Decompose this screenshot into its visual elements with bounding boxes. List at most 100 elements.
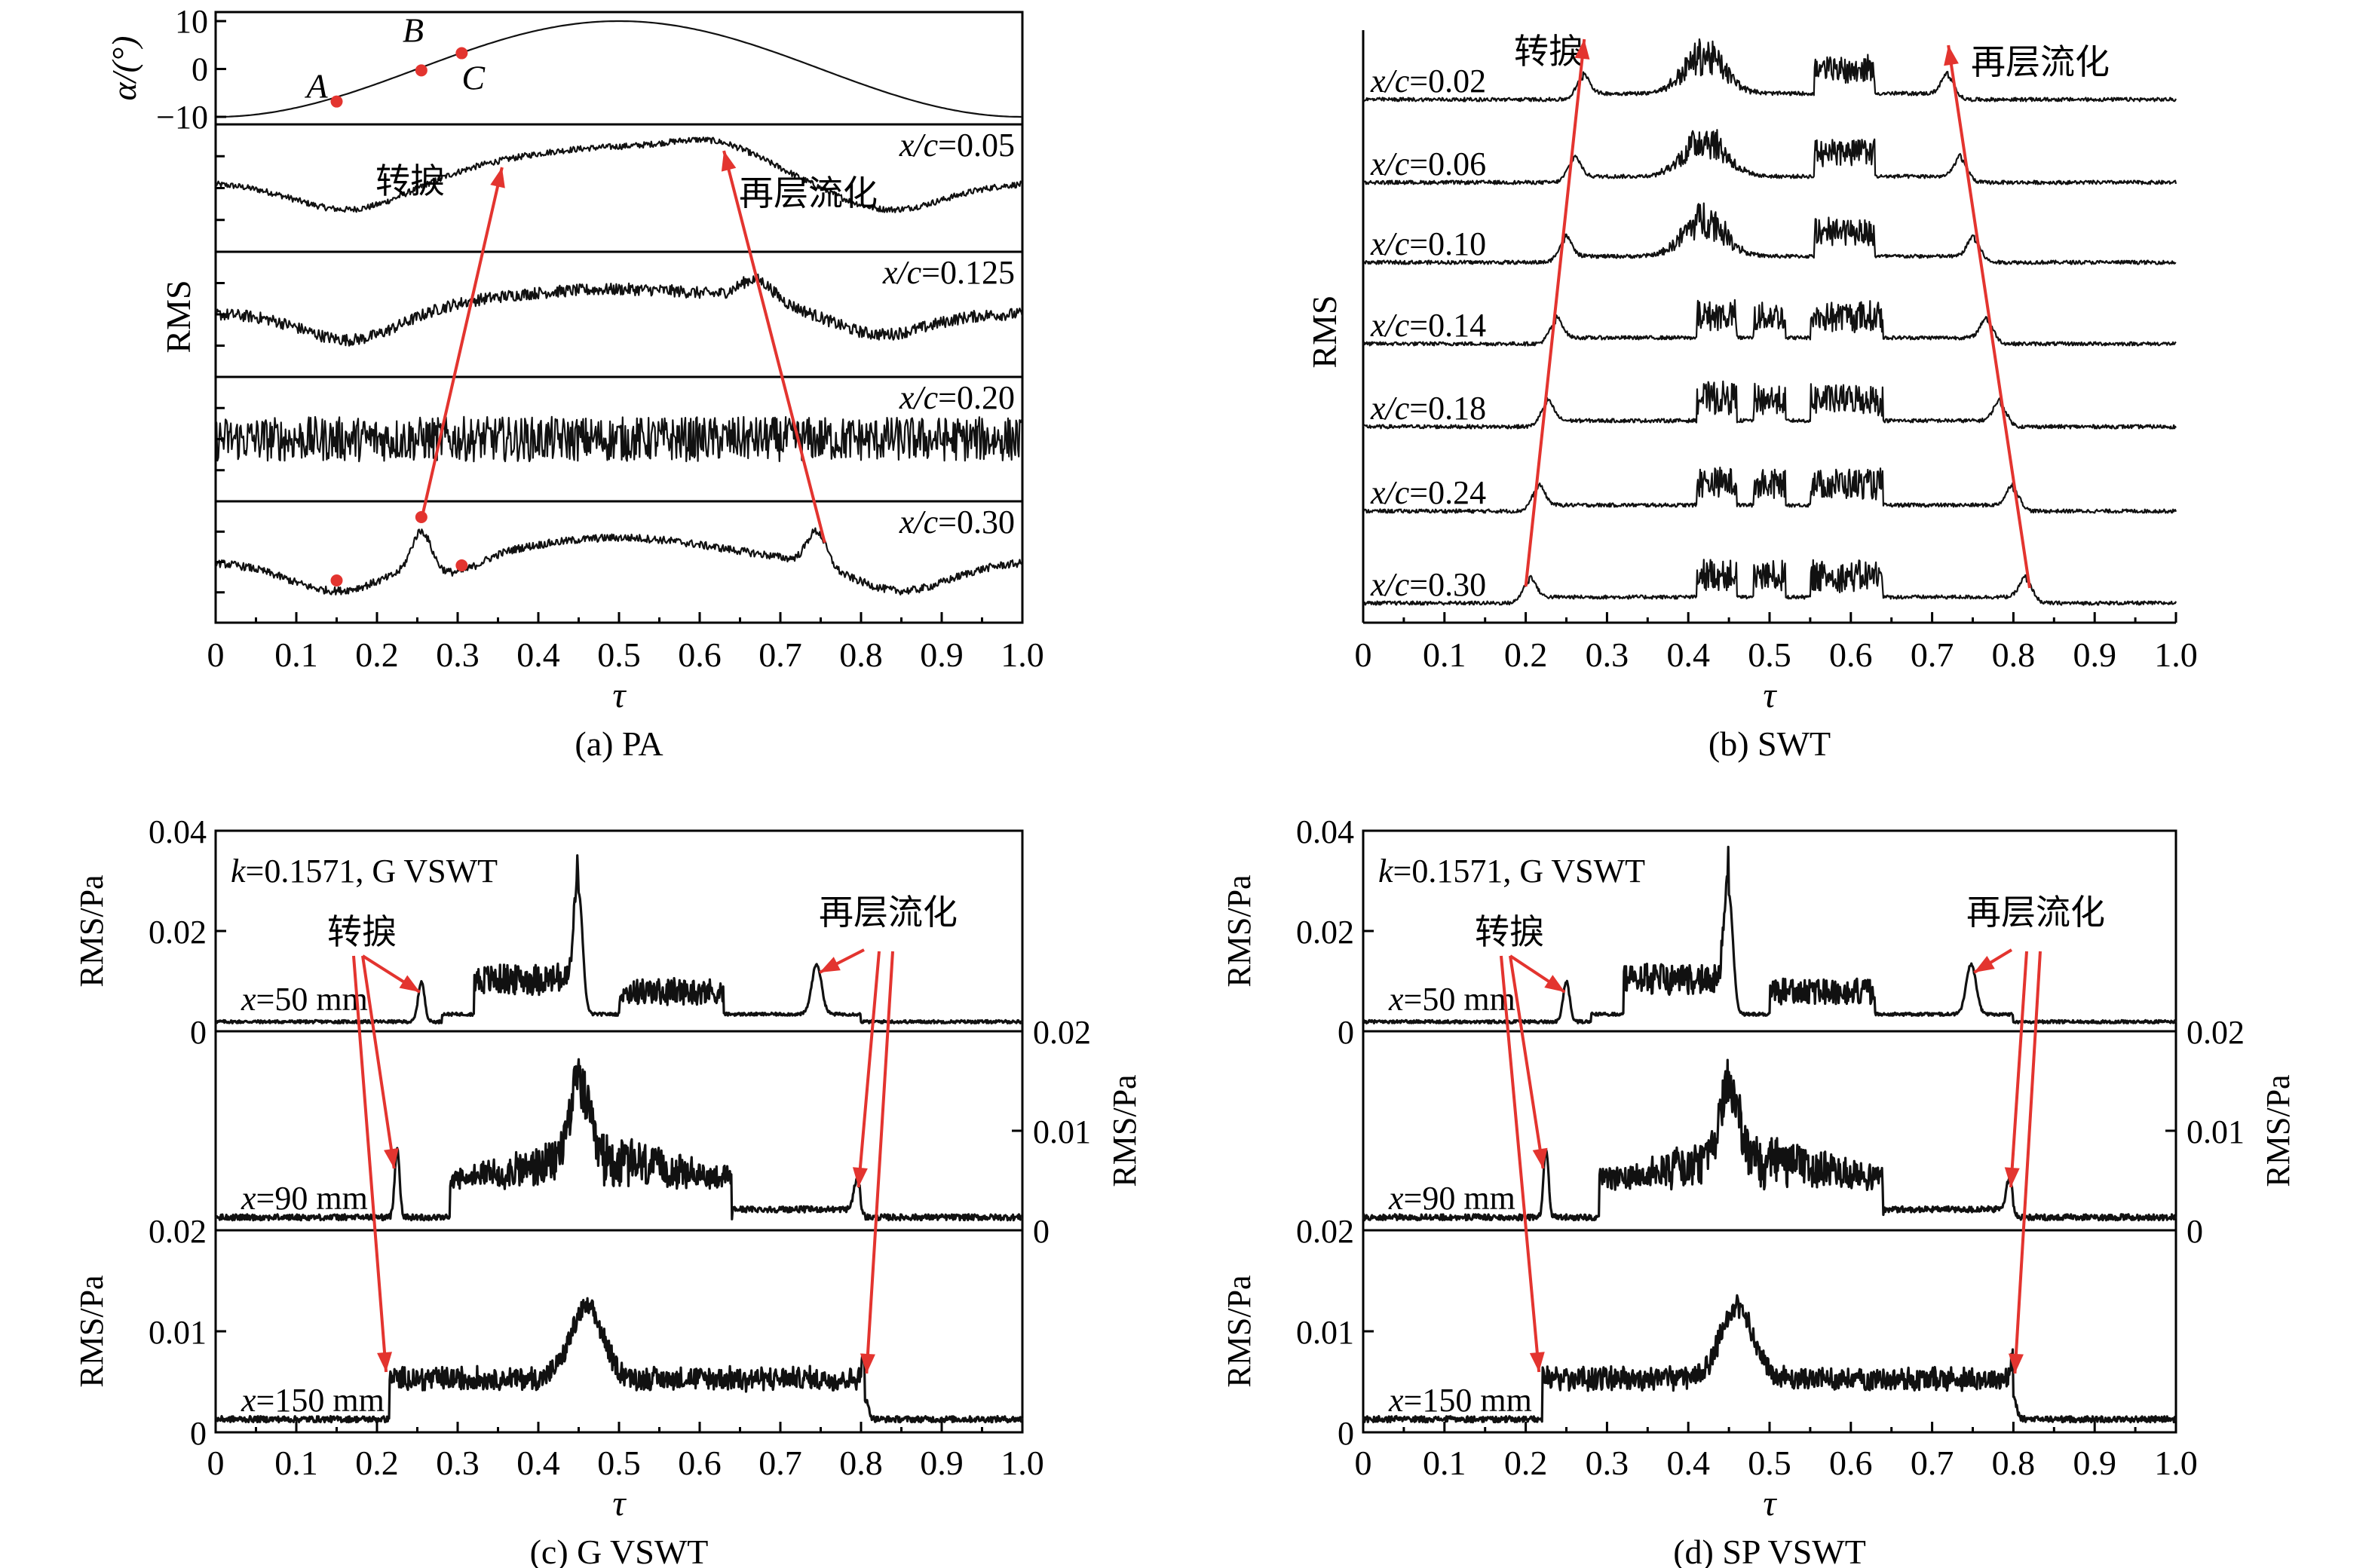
x-tick-label: 0.3 [1586,635,1629,674]
y-tick-label: 0.04 [1296,813,1354,850]
transition-arrow-1 [361,954,421,994]
transition-arrow-2 [361,955,399,1169]
alpha-point-label: C [461,59,486,97]
rms-trace-2 [1362,202,2177,265]
x-tick-label: 0.8 [1992,1444,2036,1482]
x-tick-label: 1.0 [1001,1444,1044,1482]
legend-text: k=0.1571, G VSWT [231,853,498,890]
x-tick-label: 0.3 [436,1444,480,1482]
subplot-label: x=50 mm [1388,981,1515,1018]
x-axis-title: τ [612,1484,627,1524]
relaminarization-label: 再层流化 [819,892,958,933]
y-tick-label: 0.01 [1033,1113,1091,1150]
y-tick-label: 0.01 [1296,1314,1354,1351]
transition-arrow-1 [1509,954,1566,994]
rms-axis-title: RMS [159,280,198,353]
y-axis-title: RMS/Pa [73,874,110,987]
relaminarization-label: 再层流化 [1966,892,2105,933]
relaminarization-arrow [721,150,826,544]
x-tick-label: 0.9 [920,635,964,674]
subplot-label: x=90 mm [241,1180,368,1217]
y-tick-label: 0 [190,1415,207,1452]
chart-caption: (c) G VSWT [530,1533,709,1568]
subplot-label: x=150 mm [1388,1382,1532,1419]
x-axis-d: 0 0.1 0.2 0.3 0.4 0.5 0.6 0.7 0.8 0.9 1.0 τ (d) SP V… [1355,1422,2198,1568]
x-tick-label: 0.8 [839,635,883,674]
x-tick-label: 0 [1355,1444,1372,1482]
x-tick-label: 0.6 [678,1444,722,1482]
trace-label: x/c=0.30 [899,504,1015,541]
x-tick-label: 0.7 [1911,1444,1954,1482]
relaminarization-arrow-3 [860,951,894,1374]
rms-trace-1 [1362,129,2177,185]
x-tick-label: 0 [207,635,225,674]
x-tick-label: 1.0 [2154,635,2198,674]
rms-trace-0 [1362,38,2177,103]
subplot-label: x=90 mm [1388,1180,1515,1217]
rms-trace-0 [214,136,1023,213]
y-tick-label: 0.02 [149,1213,207,1250]
trace-marker [330,574,343,586]
y-axis-title: RMS/Pa [1106,1074,1143,1187]
trace-label: x/c=0.06 [1370,145,1486,182]
relaminarization-arrow-2 [852,951,881,1188]
x-tick-label: 0.7 [758,1444,802,1482]
x-tick-label: 0.4 [516,635,560,674]
y-tick-label: 0.02 [1033,1014,1091,1051]
chart-d-sp-vswt: 0.04 0.02 0 x=50 mm RMS/Pa 0.02 0.01 0 x=90 mm RM… [1221,813,2297,1452]
y-tick-label: 0.02 [1296,1213,1354,1250]
relaminarization-label: 再层流化 [1971,41,2110,82]
chart-caption: (b) SWT [1708,724,1831,763]
alpha-tick-label: 10 [175,3,208,40]
transition-arrow [1524,38,1590,587]
x-tick-label: 0.3 [436,635,480,674]
y-tick-label: 0.01 [149,1314,207,1351]
x-tick-label: 0.8 [1992,635,2036,674]
x-axis-b: 0 0.1 0.2 0.3 0.4 0.5 0.6 0.7 0.8 0.9 1.0 τ (b) SWT [1355,612,2198,763]
transition-arrow-3 [352,955,392,1373]
x-tick-label: 0.5 [1748,1444,1791,1482]
y-tick-label: 0 [1033,1213,1050,1250]
x-tick-label: 0.5 [597,1444,641,1482]
x-tick-label: 0.1 [1423,635,1466,674]
x-tick-label: 0.6 [1829,635,1873,674]
rms-trace-2 [1362,1294,2177,1424]
transition-arrow-2 [1509,955,1548,1169]
y-tick-label: 0.04 [149,813,207,850]
rms-trace-6 [1362,559,2177,606]
x-tick-label: 0 [207,1444,225,1482]
trace-label: x/c=0.20 [899,379,1015,416]
y-tick-label: 0.02 [2187,1014,2245,1051]
alpha-curve [216,20,1022,118]
y-tick-label: 0 [1338,1014,1354,1051]
x-tick-label: 0.4 [1666,635,1710,674]
x-tick-label: 0.2 [1504,1444,1548,1482]
x-tick-label: 0.2 [355,635,399,674]
chart-a-pa: 10 0 −10 α/(°) A BCx/c=0.05 x/c=0.125 x/c=0.20 x… [105,3,1024,624]
rms-trace-3 [1362,299,2177,347]
trace-label: x/c=0.125 [882,254,1015,291]
x-axis-a: 0 0.1 0.2 0.3 0.4 0.5 0.6 0.7 0.8 0.9 1.0 τ (a) PA [207,612,1044,763]
x-axis-c: 0 0.1 0.2 0.3 0.4 0.5 0.6 0.7 0.8 0.9 1.0 τ (c) G VS… [207,1422,1044,1568]
transition-label: 转捩 [1475,911,1544,952]
x-tick-label: 0.6 [678,635,722,674]
trace-label: x/c=0.02 [1370,63,1486,100]
alpha-point-A [330,95,343,108]
x-axis-title: τ [1763,1484,1777,1524]
alpha-point-B [415,64,428,77]
x-tick-label: 1.0 [1001,635,1044,674]
alpha-point-label: A [305,67,329,106]
trace-label: x/c=0.14 [1370,307,1486,344]
x-tick-label: 0.7 [1911,635,1954,674]
x-tick-label: 0 [1355,635,1372,674]
alpha-point-C [455,47,468,60]
rms-trace-4 [1362,380,2177,430]
rms-trace-1 [214,1058,1024,1222]
x-tick-label: 0.1 [274,635,318,674]
transition-label: 转捩 [1514,31,1583,72]
y-tick-label: 0 [2187,1213,2203,1250]
subplot-label: x=50 mm [241,981,368,1018]
x-tick-label: 0.2 [1504,635,1548,674]
x-tick-label: 0.8 [839,1444,883,1482]
